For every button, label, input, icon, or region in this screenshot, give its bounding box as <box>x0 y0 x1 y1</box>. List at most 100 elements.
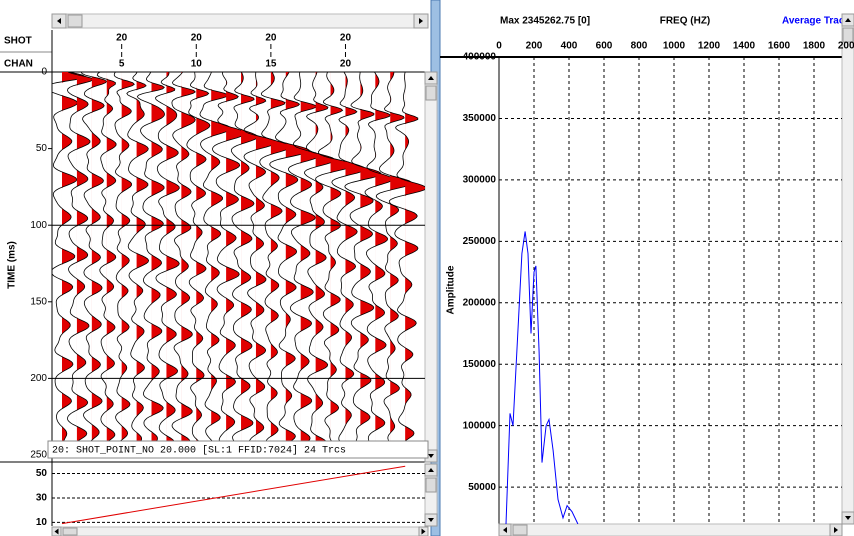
y-tick-label: 50 <box>36 143 48 154</box>
scroll-track <box>51 13 429 29</box>
x-tick-label: 0 <box>496 41 502 52</box>
y-tick-label: 200 <box>30 373 47 384</box>
trace-fill <box>121 72 135 455</box>
y-tick-label: 100000 <box>463 420 497 431</box>
y-tick-label: 250 <box>30 450 47 461</box>
y-tick-label: 300000 <box>463 175 497 186</box>
scroll-track <box>841 13 854 525</box>
scrollbar[interactable] <box>841 13 854 525</box>
trace-wiggle <box>186 72 211 456</box>
y-tick-label: 10 <box>36 517 48 528</box>
data-line <box>505 231 579 524</box>
y-tick-label: 50000 <box>468 482 496 493</box>
scroll-track <box>424 71 438 463</box>
trace-fill <box>181 72 196 455</box>
trace-fill <box>166 72 180 455</box>
x-tick-label: 400 <box>561 41 578 52</box>
x-tick-label: 1400 <box>733 41 756 52</box>
scroll-thumb[interactable] <box>512 524 528 536</box>
scrollbar[interactable] <box>498 523 843 536</box>
chan-tick-label: 15 <box>265 59 277 70</box>
trace-wiggle <box>375 72 413 456</box>
y-axis-label: TIME (ms) <box>7 241 18 289</box>
trace-fill <box>241 72 258 455</box>
trace-fill <box>345 72 366 455</box>
arrow-icon <box>421 528 426 535</box>
arrow-icon <box>57 18 61 24</box>
scroll-thumb[interactable] <box>425 85 437 101</box>
y-tick-label: 400000 <box>463 52 497 63</box>
trace-wiggle <box>344 72 382 456</box>
trace-wiggle <box>315 72 355 456</box>
scroll-track <box>51 526 429 536</box>
trace-wiggle <box>136 72 165 456</box>
y-axis-label: Amplitude <box>446 265 457 314</box>
status-text: 20: SHOT_POINT_NO 20.000 [SL:1 FFID:7024… <box>52 445 346 457</box>
arrow-icon <box>834 527 838 533</box>
trace-fill <box>106 72 117 455</box>
y-tick-label: 150 <box>30 296 47 307</box>
x-tick-label: 1000 <box>663 41 686 52</box>
arrow-icon <box>419 18 423 24</box>
trace-fill <box>315 72 335 455</box>
shot-tick-label: 20 <box>340 33 352 44</box>
x-tick-label: 1800 <box>803 41 826 52</box>
trace-wiggle <box>364 72 394 456</box>
trace-wiggle <box>331 72 366 456</box>
trace-fill <box>76 72 93 455</box>
trace-wiggle <box>243 72 278 456</box>
chart-title: Average Trace <box>782 16 850 27</box>
trace-fill <box>151 72 165 455</box>
arrow-icon <box>428 76 434 80</box>
x-tick-label: 2000 <box>838 41 854 52</box>
y-tick-label: 250000 <box>463 236 497 247</box>
x-tick-label: 600 <box>596 41 613 52</box>
trace-wiggle <box>171 72 196 456</box>
shot-tick-label: 20 <box>116 33 128 44</box>
trace-fill <box>196 72 210 455</box>
data-line <box>61 465 406 525</box>
chan-tick-label: 5 <box>119 59 125 70</box>
y-tick-label: 30 <box>36 493 48 504</box>
arrow-icon <box>428 468 434 472</box>
trace-area <box>52 72 425 456</box>
trace-fill <box>300 72 320 455</box>
trace-fill <box>226 72 246 455</box>
trace-fill <box>211 72 231 455</box>
y-tick-label: 50 <box>36 468 48 479</box>
trace-fill <box>136 72 149 455</box>
trace-wiggle <box>303 72 336 456</box>
trace-wiggle <box>113 72 135 456</box>
scroll-thumb[interactable] <box>842 27 854 43</box>
x-tick-label: 200 <box>526 41 543 52</box>
trace-wiggle <box>67 72 94 456</box>
y-tick-label: 0 <box>41 67 47 78</box>
y-tick-label: 100 <box>30 220 47 231</box>
scrollbar[interactable] <box>424 463 438 527</box>
arrow-icon <box>503 527 507 533</box>
chart-subtitle: Max 2345262.75 [0] <box>500 16 590 27</box>
trace-wiggle <box>154 72 180 456</box>
y-tick-label: 150000 <box>463 359 497 370</box>
trace-fill <box>270 72 291 455</box>
scrollbar[interactable] <box>424 71 438 463</box>
status-box <box>47 440 429 459</box>
scroll-thumb[interactable] <box>62 527 78 536</box>
plot-area <box>61 465 406 525</box>
chan-tick-label: 10 <box>191 59 203 70</box>
x-axis-label: FREQ (HZ) <box>660 16 711 27</box>
trace-wiggle <box>259 72 292 456</box>
scrollbar[interactable] <box>51 526 429 536</box>
arrow-icon <box>845 18 851 22</box>
scroll-thumb[interactable] <box>67 14 83 28</box>
trace-wiggle <box>96 72 117 456</box>
arrow-icon <box>54 528 59 535</box>
trace-wiggle <box>269 72 310 456</box>
scroll-thumb[interactable] <box>425 477 437 493</box>
trace-wiggle <box>80 72 108 456</box>
trace-wiggle <box>199 72 232 456</box>
scrollbar[interactable] <box>51 13 429 29</box>
trace-fill <box>91 72 107 455</box>
trace-wiggle <box>126 72 150 456</box>
